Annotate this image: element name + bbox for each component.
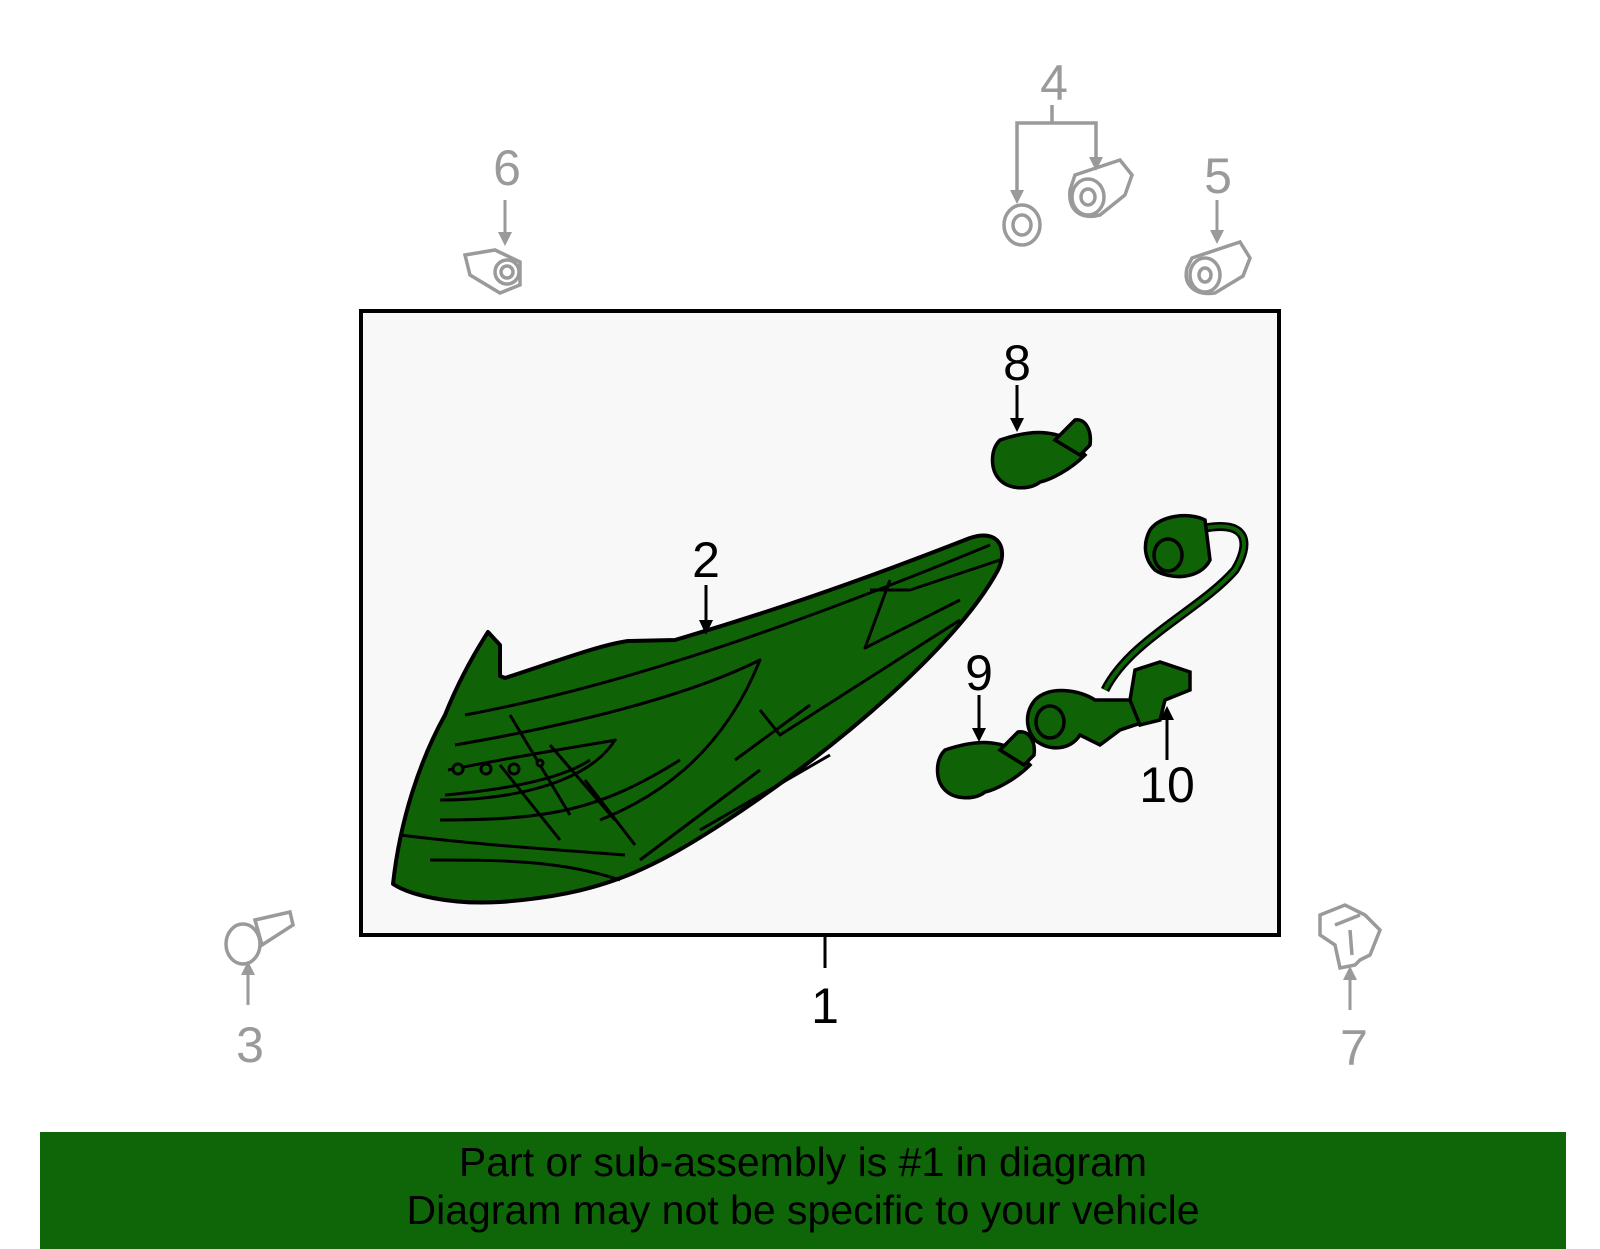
callout-8[interactable]: 8 [1003,335,1031,391]
notice-banner: Part or sub-assembly is #1 in diagram Di… [40,1132,1566,1249]
bulb-part-8[interactable] [990,418,1093,490]
callout-10[interactable]: 10 [1139,757,1195,813]
callout-1[interactable]: 1 [811,978,839,1034]
nut-part-5[interactable] [1184,239,1252,296]
screw-part-3[interactable] [224,909,295,966]
callout-2[interactable]: 2 [692,532,720,588]
banner-line-2: Diagram may not be specific to your vehi… [406,1187,1200,1233]
bulb-part-9[interactable] [935,730,1037,800]
nut-part-6[interactable] [462,248,522,295]
bracket-part-7[interactable] [1318,903,1383,971]
callout-5[interactable]: 5 [1204,148,1232,204]
callout-3[interactable]: 3 [236,1017,264,1073]
callout-9[interactable]: 9 [965,645,993,701]
nut-washer-part-4[interactable] [1002,105,1134,247]
banner-line-1: Part or sub-assembly is #1 in diagram [458,1139,1148,1185]
arrow-2 [699,620,713,635]
socket-wire-part[interactable] [1025,513,1249,750]
callout-6[interactable]: 6 [493,140,521,196]
callout-4[interactable]: 4 [1040,55,1068,111]
lens-housing-part[interactable] [391,533,1004,905]
callout-7[interactable]: 7 [1340,1020,1368,1076]
arrow-10 [1160,706,1174,720]
arrow-9 [972,728,986,742]
arrow-8 [1010,418,1024,432]
